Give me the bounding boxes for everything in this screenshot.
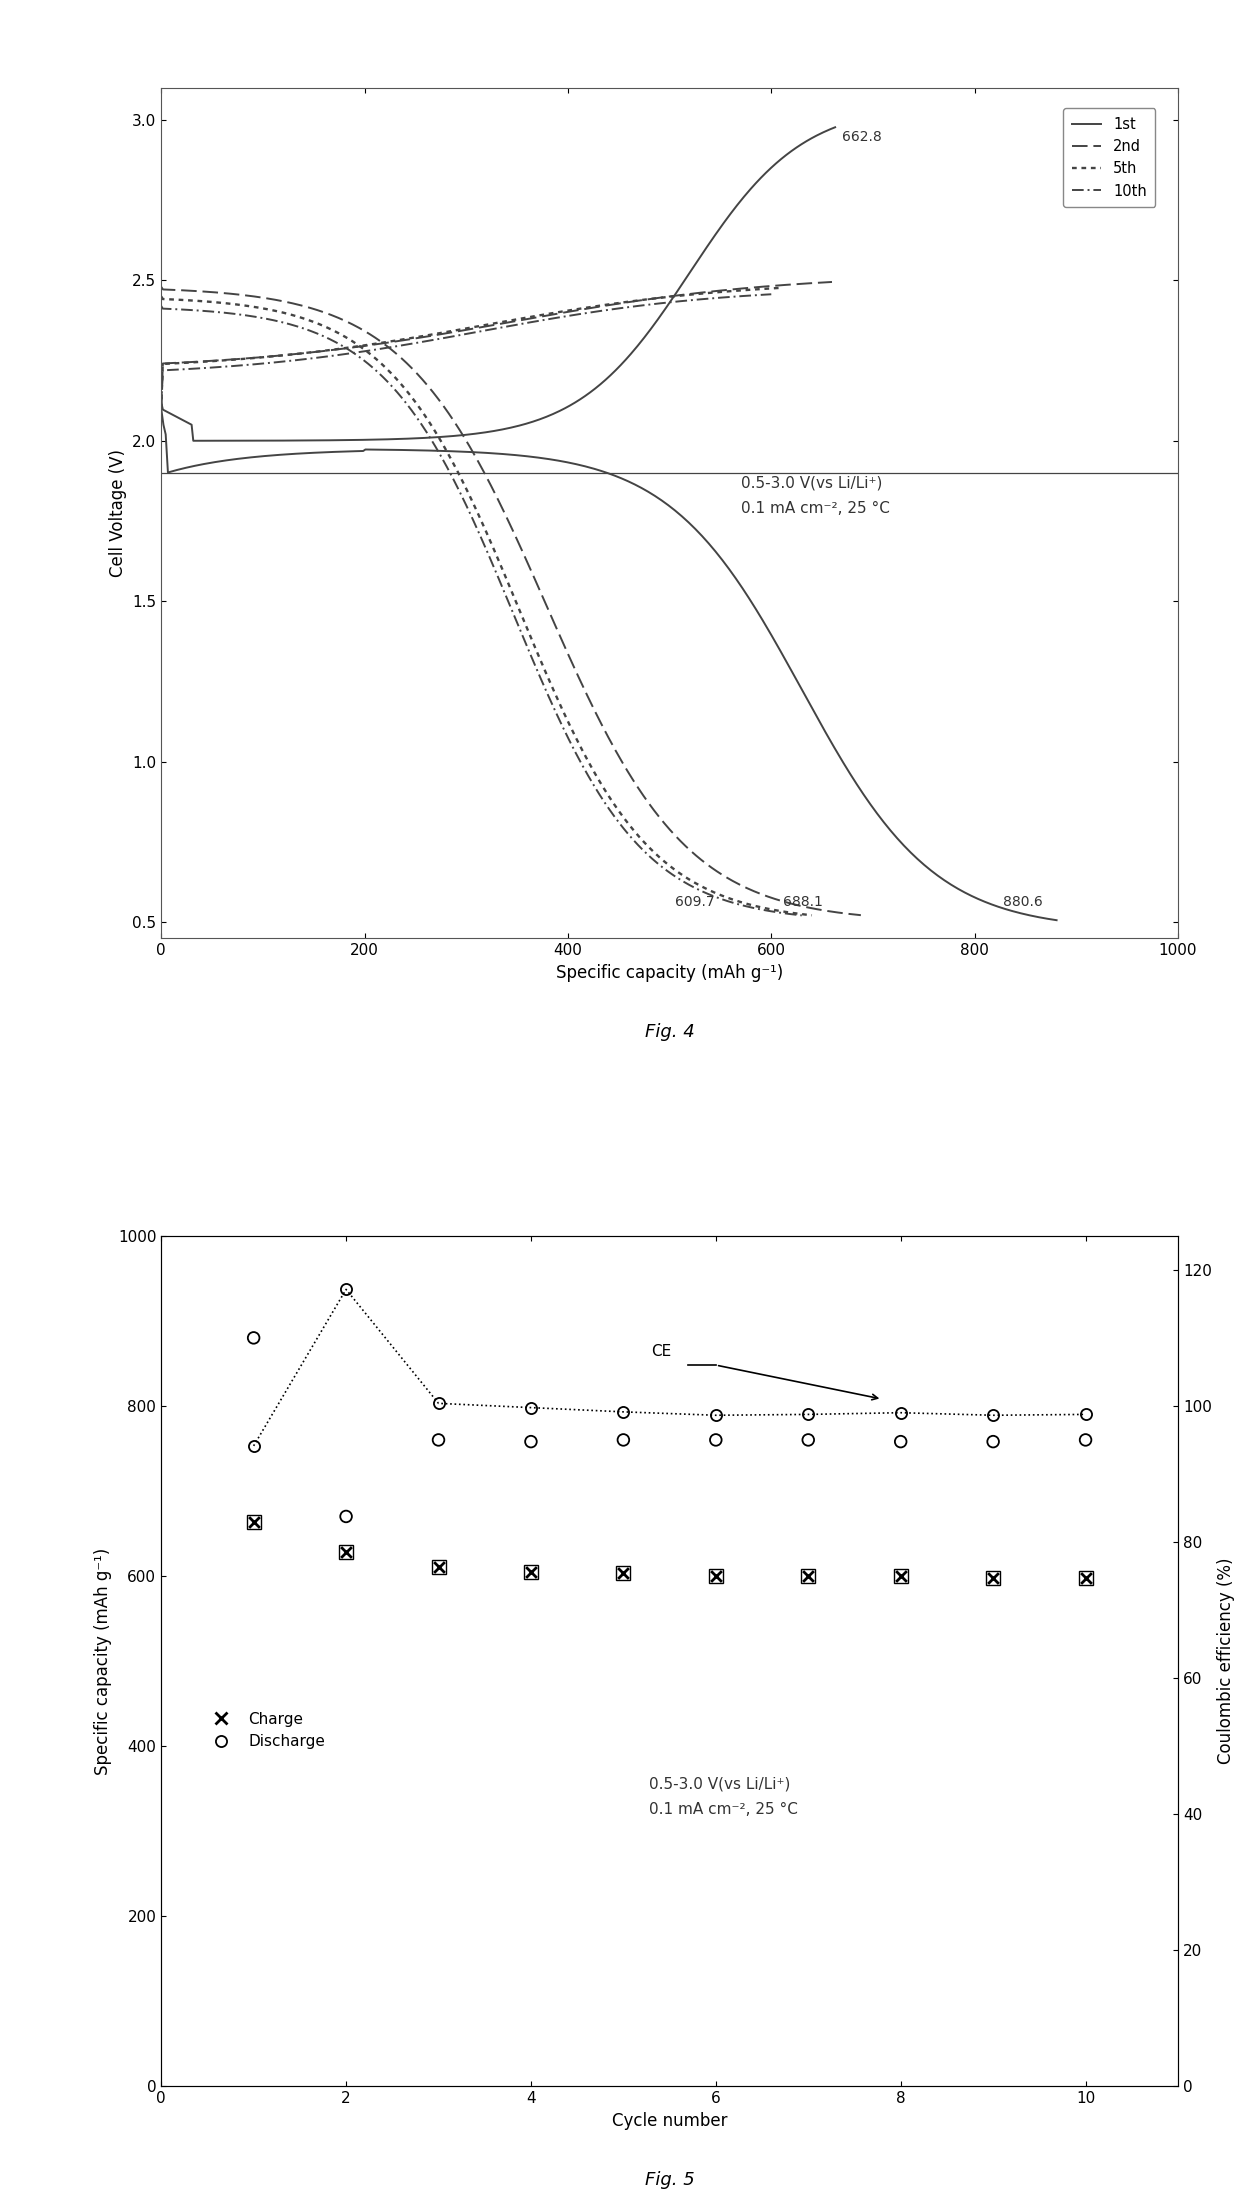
Charge [706, 1559, 725, 1594]
Discharge [1075, 1423, 1095, 1458]
X-axis label: Specific capacity (mAh g⁻¹): Specific capacity (mAh g⁻¹) [556, 964, 784, 982]
Y-axis label: Cell Voltage (V): Cell Voltage (V) [109, 448, 126, 578]
Discharge [244, 1320, 264, 1355]
Charge [429, 1550, 449, 1586]
Charge [799, 1559, 818, 1594]
Legend: 1st, 2nd, 5th, 10th: 1st, 2nd, 5th, 10th [1064, 108, 1156, 206]
Charge [1075, 1559, 1095, 1594]
Charge [244, 1504, 264, 1539]
X-axis label: Cycle number: Cycle number [611, 2113, 728, 2130]
Y-axis label: Specific capacity (mAh g⁻¹): Specific capacity (mAh g⁻¹) [94, 1548, 113, 1774]
Discharge [521, 1423, 541, 1458]
Discharge [429, 1423, 449, 1458]
Text: 609.7: 609.7 [675, 896, 714, 909]
Text: CE: CE [651, 1344, 671, 1359]
Charge [614, 1555, 634, 1590]
Text: Fig. 5: Fig. 5 [645, 2172, 694, 2189]
Text: 662.8: 662.8 [842, 130, 882, 143]
Charge [890, 1559, 910, 1594]
Discharge [890, 1423, 910, 1458]
Discharge [799, 1423, 818, 1458]
Text: 880.6: 880.6 [1003, 896, 1043, 909]
Discharge [614, 1423, 634, 1458]
Discharge [706, 1423, 725, 1458]
Discharge [336, 1500, 356, 1535]
Charge [521, 1555, 541, 1590]
Discharge [983, 1423, 1003, 1458]
Charge [336, 1535, 356, 1570]
Legend: Charge, Discharge: Charge, Discharge [200, 1706, 331, 1755]
Text: 0.5-3.0 V(vs Li/Li⁺)
0.1 mA cm⁻², 25 °C: 0.5-3.0 V(vs Li/Li⁺) 0.1 mA cm⁻², 25 °C [650, 1777, 799, 1818]
Y-axis label: Coulombic efficiency (%): Coulombic efficiency (%) [1218, 1557, 1235, 1763]
Text: 688.1: 688.1 [784, 896, 823, 909]
Text: Fig. 4: Fig. 4 [645, 1023, 694, 1041]
Charge [983, 1559, 1003, 1594]
Text: 0.5-3.0 V(vs Li/Li⁺)
0.1 mA cm⁻², 25 °C: 0.5-3.0 V(vs Li/Li⁺) 0.1 mA cm⁻², 25 °C [740, 477, 889, 516]
